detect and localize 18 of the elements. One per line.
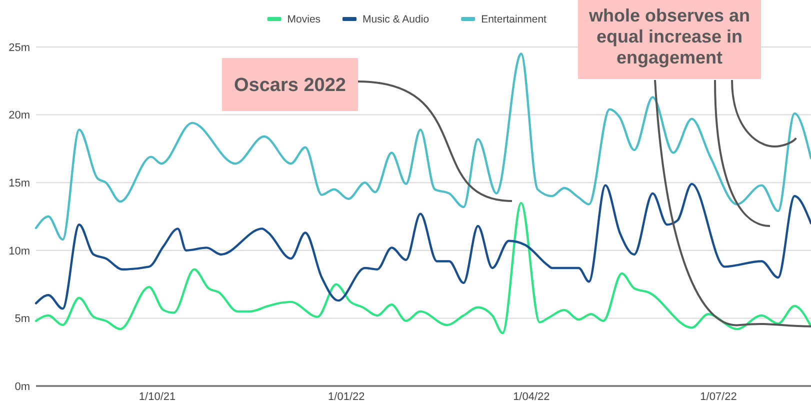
y-tick-label: 0m (14, 380, 30, 393)
x-tick-label: 1/07/22 (700, 391, 737, 402)
y-tick-label: 5m (14, 313, 30, 326)
y-tick-label: 10m (8, 245, 30, 258)
line-series (34, 182, 811, 310)
line-series (34, 52, 811, 241)
x-tick-label: 1/10/21 (138, 391, 176, 402)
line-series (34, 202, 811, 334)
legend-label: Movies (287, 14, 321, 26)
y-tick-label: 20m (8, 110, 30, 122)
x-tick-label: 1/04/22 (513, 391, 550, 402)
legend-label: Music & Audio (362, 14, 430, 26)
annotation: Oscars 2022 (234, 75, 346, 96)
annotation: whole observes an equal increase in engagement (588, 5, 750, 68)
y-tick-label: 15m (8, 177, 30, 190)
x-tick-label: 1/01/22 (328, 391, 365, 402)
legend-label: Entertainment (481, 14, 547, 26)
y-tick-label: 25m (8, 42, 30, 54)
